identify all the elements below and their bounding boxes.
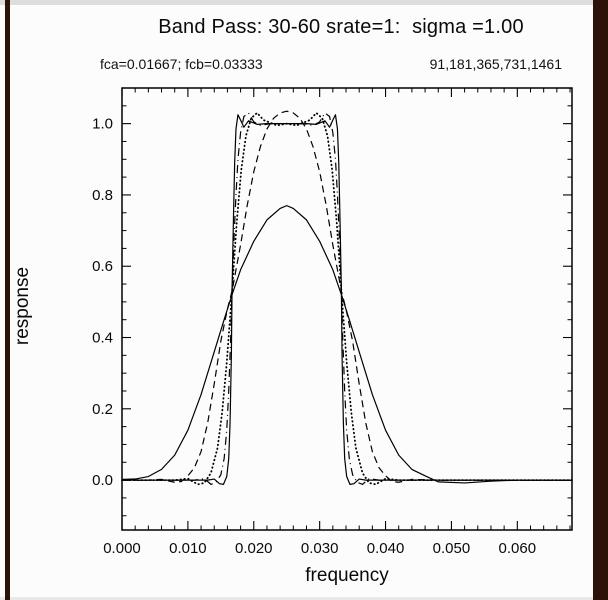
svg-text:0.040: 0.040 <box>367 540 405 557</box>
y-axis-label-wrap: response <box>10 230 36 380</box>
left-border-bar <box>5 0 10 600</box>
svg-text:0.000: 0.000 <box>103 540 141 557</box>
svg-text:0.020: 0.020 <box>235 540 273 557</box>
svg-text:0.4: 0.4 <box>92 330 113 347</box>
y-axis-label: response <box>12 266 33 346</box>
series-nwt=1461 <box>122 114 572 485</box>
svg-text:0.010: 0.010 <box>169 540 207 557</box>
svg-text:0.030: 0.030 <box>301 540 339 557</box>
top-edge-strip <box>0 0 608 5</box>
svg-text:0.6: 0.6 <box>92 258 113 275</box>
series-nwt=365 <box>121 112 573 486</box>
svg-text:0.2: 0.2 <box>92 401 113 418</box>
chart-subtitle-right: 91,181,365,731,1461 <box>429 56 562 72</box>
svg-text:0.050: 0.050 <box>433 540 471 557</box>
bottom-edge-strip <box>0 597 608 600</box>
right-border-bar <box>593 0 608 600</box>
x-axis-label: frequency <box>305 565 389 586</box>
series-nwt=731 <box>122 112 572 485</box>
series-nwt=181 <box>122 110 572 483</box>
plot-svg: 0.000 0.010 0.020 0.030 0.040 0.050 0.060 0.0 0.… <box>92 87 573 557</box>
svg-text:0.8: 0.8 <box>92 187 113 204</box>
svg-text:1.0: 1.0 <box>92 116 113 133</box>
chart-title: Band Pass: 30-60 srate=1: sigma =1.00 <box>158 16 524 38</box>
series-nwt=91 <box>121 205 572 484</box>
svg-text:0.0: 0.0 <box>92 472 113 489</box>
svg-text:0.060: 0.060 <box>499 540 537 557</box>
chart-subtitle-left: fca=0.01667; fcb=0.03333 <box>100 56 263 72</box>
